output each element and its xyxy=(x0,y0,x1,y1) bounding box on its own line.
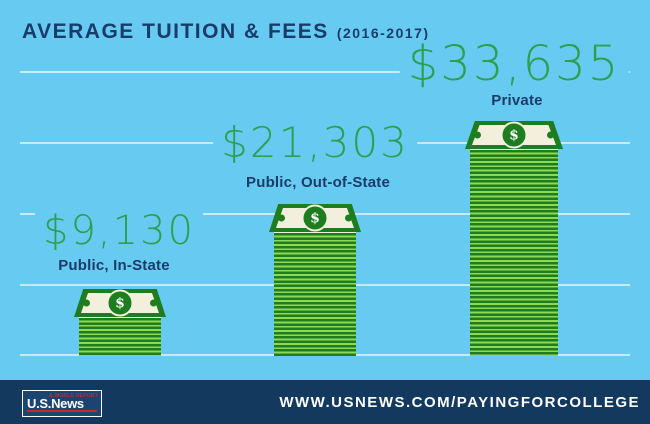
logo-wordmark: U.S.News xyxy=(27,396,84,411)
chart-title: AVERAGE TUITION & FEES xyxy=(22,20,329,43)
chart-subtitle: (2016-2017) xyxy=(336,25,430,41)
category-label-private: Private xyxy=(491,92,543,109)
chart-header: AVERAGE TUITION & FEES (2016-2017) xyxy=(22,20,430,44)
value-label-private: $33,635 xyxy=(399,40,629,89)
footer-url: WWW.USNEWS.COM/PAYINGFORCOLLEGE xyxy=(279,394,640,411)
logo-tagline: & WORLD REPORT xyxy=(49,393,98,399)
footer-bar: & WORLD REPORT U.S.News WWW.USNEWS.COM/P… xyxy=(0,380,650,424)
gridline-40000 xyxy=(20,71,630,73)
bill-dot-left xyxy=(278,214,285,222)
bill-dot-right xyxy=(150,299,157,307)
bill-dot-left xyxy=(474,131,481,139)
category-label-public-in-state: Public, In-State xyxy=(58,257,170,274)
money-stack-body xyxy=(274,232,356,356)
value-label-public-in-state: $9,130 xyxy=(35,211,203,252)
money-stack-public-out-of-state: $ xyxy=(269,204,361,356)
dollar-sign-icon: $ xyxy=(500,121,528,149)
bill-dot-right xyxy=(547,131,554,139)
money-stack-public-in-state: $ xyxy=(74,289,166,356)
money-bill-top: $ xyxy=(269,204,361,232)
dollar-sign-icon: $ xyxy=(106,289,134,317)
usnews-logo: & WORLD REPORT U.S.News xyxy=(22,390,102,417)
value-label-public-out-of-state: $21,303 xyxy=(213,121,417,165)
money-stack-body xyxy=(79,317,161,356)
money-stack-private: $ xyxy=(465,121,563,356)
category-label-public-out-of-state: Public, Out-of-State xyxy=(246,174,390,191)
bill-dot-left xyxy=(83,299,90,307)
money-bill-top: $ xyxy=(465,121,563,149)
logo-red-rule xyxy=(27,410,97,412)
money-stack-body xyxy=(470,149,558,356)
dollar-sign-icon: $ xyxy=(301,204,329,232)
bill-dot-right xyxy=(345,214,352,222)
money-bill-top: $ xyxy=(74,289,166,317)
